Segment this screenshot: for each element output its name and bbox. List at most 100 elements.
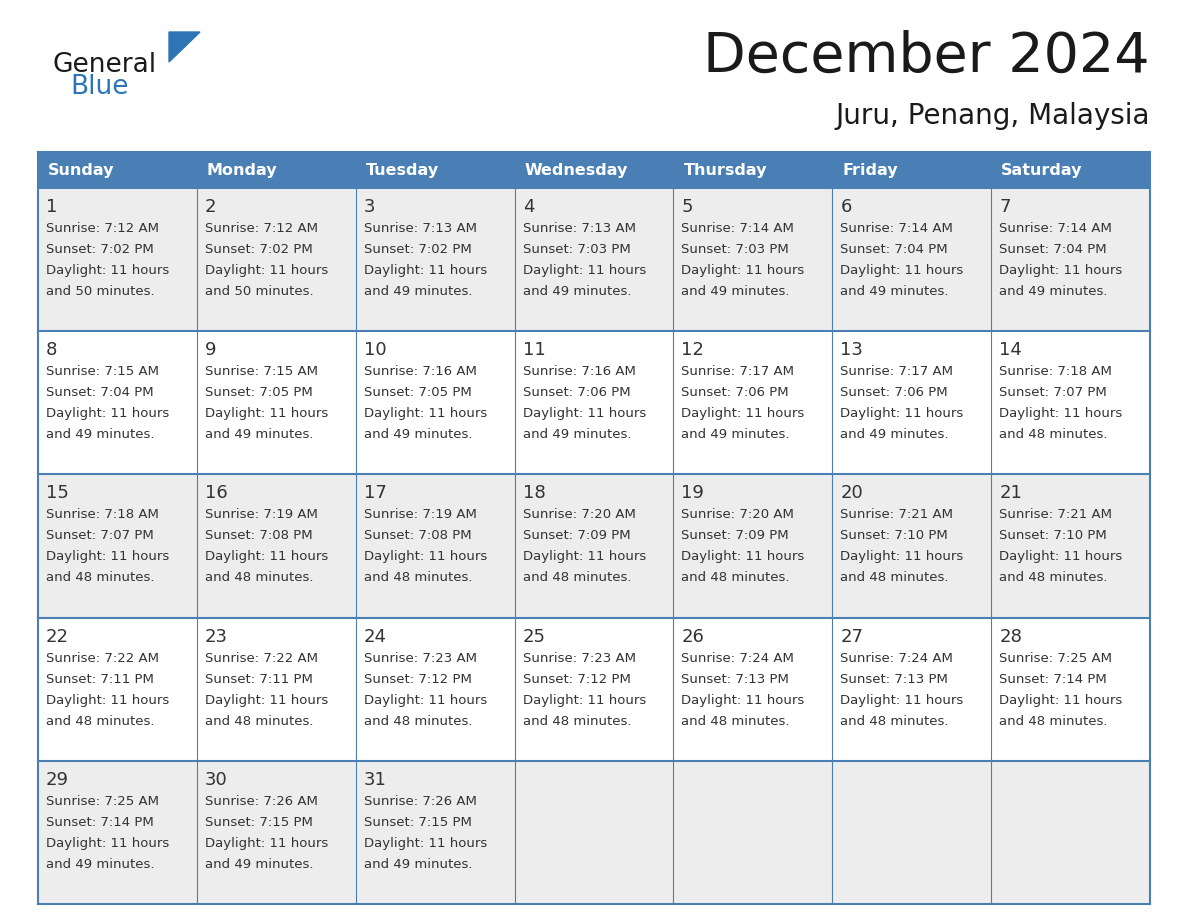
Text: and 49 minutes.: and 49 minutes. <box>840 285 949 298</box>
Bar <box>197 152 355 188</box>
Text: 19: 19 <box>682 485 704 502</box>
Bar <box>38 152 197 188</box>
Text: Sunset: 7:14 PM: Sunset: 7:14 PM <box>999 673 1107 686</box>
Text: Monday: Monday <box>207 162 278 177</box>
Text: and 48 minutes.: and 48 minutes. <box>682 571 790 585</box>
Text: Daylight: 11 hours: Daylight: 11 hours <box>999 264 1123 277</box>
Text: 26: 26 <box>682 628 704 645</box>
Bar <box>355 152 514 188</box>
Text: Blue: Blue <box>70 74 128 100</box>
Text: and 49 minutes.: and 49 minutes. <box>840 428 949 442</box>
Text: Sunset: 7:08 PM: Sunset: 7:08 PM <box>204 530 312 543</box>
Text: Sunrise: 7:16 AM: Sunrise: 7:16 AM <box>523 365 636 378</box>
Bar <box>991 152 1150 188</box>
Text: Sunrise: 7:25 AM: Sunrise: 7:25 AM <box>46 795 159 808</box>
Text: Daylight: 11 hours: Daylight: 11 hours <box>204 694 328 707</box>
Text: 22: 22 <box>46 628 69 645</box>
Text: Sunrise: 7:20 AM: Sunrise: 7:20 AM <box>682 509 795 521</box>
Text: Sunrise: 7:20 AM: Sunrise: 7:20 AM <box>523 509 636 521</box>
Text: 17: 17 <box>364 485 386 502</box>
Text: Sunrise: 7:24 AM: Sunrise: 7:24 AM <box>682 652 795 665</box>
Text: Sunrise: 7:15 AM: Sunrise: 7:15 AM <box>204 365 318 378</box>
Text: and 49 minutes.: and 49 minutes. <box>999 285 1107 298</box>
Text: Friday: Friday <box>842 162 898 177</box>
Bar <box>514 188 674 331</box>
Text: and 49 minutes.: and 49 minutes. <box>682 285 790 298</box>
Text: Daylight: 11 hours: Daylight: 11 hours <box>46 551 169 564</box>
Text: Daylight: 11 hours: Daylight: 11 hours <box>364 551 487 564</box>
Text: Sunset: 7:05 PM: Sunset: 7:05 PM <box>204 386 312 399</box>
Text: Sunrise: 7:17 AM: Sunrise: 7:17 AM <box>682 365 795 378</box>
Text: 25: 25 <box>523 628 545 645</box>
Text: 12: 12 <box>682 341 704 359</box>
Text: 30: 30 <box>204 771 228 789</box>
Text: 2: 2 <box>204 198 216 216</box>
Text: Daylight: 11 hours: Daylight: 11 hours <box>523 694 646 707</box>
Text: Sunrise: 7:14 AM: Sunrise: 7:14 AM <box>840 222 953 235</box>
Text: Sunset: 7:12 PM: Sunset: 7:12 PM <box>523 673 631 686</box>
Text: and 49 minutes.: and 49 minutes. <box>523 428 631 442</box>
Bar <box>514 152 674 188</box>
Text: Sunrise: 7:12 AM: Sunrise: 7:12 AM <box>204 222 318 235</box>
Text: Daylight: 11 hours: Daylight: 11 hours <box>840 694 963 707</box>
Text: and 48 minutes.: and 48 minutes. <box>364 714 472 728</box>
Text: Daylight: 11 hours: Daylight: 11 hours <box>364 837 487 850</box>
Text: and 49 minutes.: and 49 minutes. <box>364 428 472 442</box>
Bar <box>674 331 833 475</box>
Text: and 48 minutes.: and 48 minutes. <box>46 571 154 585</box>
Text: 9: 9 <box>204 341 216 359</box>
Bar <box>991 761 1150 904</box>
Bar <box>355 331 514 475</box>
Text: 6: 6 <box>840 198 852 216</box>
Text: Sunset: 7:02 PM: Sunset: 7:02 PM <box>46 243 153 256</box>
Polygon shape <box>169 32 200 62</box>
Text: Daylight: 11 hours: Daylight: 11 hours <box>364 264 487 277</box>
Text: Sunrise: 7:21 AM: Sunrise: 7:21 AM <box>999 509 1112 521</box>
Text: Sunset: 7:14 PM: Sunset: 7:14 PM <box>46 816 153 829</box>
Text: Daylight: 11 hours: Daylight: 11 hours <box>999 694 1123 707</box>
Text: and 50 minutes.: and 50 minutes. <box>46 285 154 298</box>
Text: Daylight: 11 hours: Daylight: 11 hours <box>523 408 646 420</box>
Text: and 48 minutes.: and 48 minutes. <box>46 714 154 728</box>
Bar <box>355 761 514 904</box>
Text: Sunset: 7:15 PM: Sunset: 7:15 PM <box>364 816 472 829</box>
Text: Sunrise: 7:13 AM: Sunrise: 7:13 AM <box>523 222 636 235</box>
Text: Sunset: 7:11 PM: Sunset: 7:11 PM <box>46 673 154 686</box>
Bar <box>674 618 833 761</box>
Text: 28: 28 <box>999 628 1022 645</box>
Text: Daylight: 11 hours: Daylight: 11 hours <box>204 264 328 277</box>
Text: Sunrise: 7:22 AM: Sunrise: 7:22 AM <box>204 652 318 665</box>
Text: and 48 minutes.: and 48 minutes. <box>999 428 1107 442</box>
Text: Daylight: 11 hours: Daylight: 11 hours <box>523 551 646 564</box>
Text: Sunset: 7:03 PM: Sunset: 7:03 PM <box>523 243 631 256</box>
Bar <box>674 152 833 188</box>
Text: 18: 18 <box>523 485 545 502</box>
Bar <box>833 331 991 475</box>
Bar <box>514 618 674 761</box>
Text: Sunset: 7:09 PM: Sunset: 7:09 PM <box>682 530 789 543</box>
Bar <box>197 331 355 475</box>
Bar <box>514 475 674 618</box>
Text: Daylight: 11 hours: Daylight: 11 hours <box>840 551 963 564</box>
Text: Sunset: 7:04 PM: Sunset: 7:04 PM <box>46 386 153 399</box>
Text: 14: 14 <box>999 341 1022 359</box>
Bar <box>991 188 1150 331</box>
Text: Sunset: 7:08 PM: Sunset: 7:08 PM <box>364 530 472 543</box>
Text: Sunset: 7:07 PM: Sunset: 7:07 PM <box>999 386 1107 399</box>
Text: Daylight: 11 hours: Daylight: 11 hours <box>840 408 963 420</box>
Bar <box>38 618 197 761</box>
Text: Sunrise: 7:25 AM: Sunrise: 7:25 AM <box>999 652 1112 665</box>
Text: 8: 8 <box>46 341 57 359</box>
Bar <box>355 475 514 618</box>
Text: Sunrise: 7:19 AM: Sunrise: 7:19 AM <box>204 509 317 521</box>
Text: 20: 20 <box>840 485 862 502</box>
Text: Daylight: 11 hours: Daylight: 11 hours <box>46 408 169 420</box>
Bar <box>833 475 991 618</box>
Text: 13: 13 <box>840 341 864 359</box>
Text: Sunrise: 7:14 AM: Sunrise: 7:14 AM <box>999 222 1112 235</box>
Text: Sunset: 7:10 PM: Sunset: 7:10 PM <box>999 530 1107 543</box>
Text: Daylight: 11 hours: Daylight: 11 hours <box>46 264 169 277</box>
Text: 11: 11 <box>523 341 545 359</box>
Text: and 49 minutes.: and 49 minutes. <box>204 857 314 871</box>
Text: and 48 minutes.: and 48 minutes. <box>840 714 949 728</box>
